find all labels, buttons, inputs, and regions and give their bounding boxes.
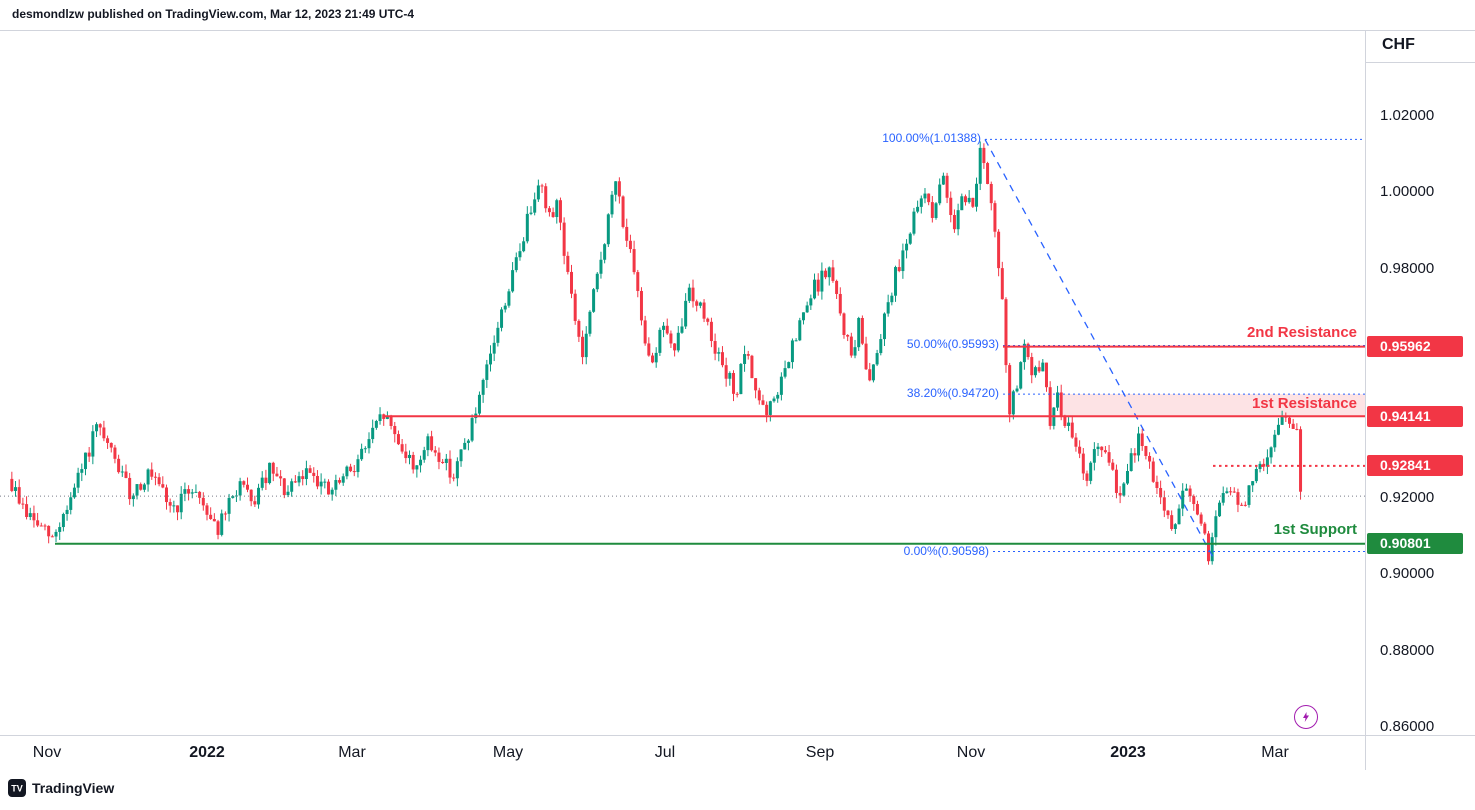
attribution-text: desmondlzw published on TradingView.com,…: [12, 7, 415, 21]
time-axis-border: [0, 735, 1475, 736]
price-axis-label: 1.02000: [1380, 107, 1435, 124]
time-axis-label: Sep: [805, 744, 835, 761]
price-level-badge: 0.92841: [1367, 455, 1463, 477]
svg-text:TV: TV: [11, 784, 23, 794]
price-axis-label: 0.86000: [1380, 718, 1435, 736]
tradingview-logo-text: TradingView: [32, 780, 115, 796]
price-axis-label: 0.88000: [1380, 641, 1435, 659]
flash-icon[interactable]: [1294, 705, 1318, 729]
price-level-badge: 0.95962: [1367, 336, 1463, 358]
price-axis-border: [1365, 30, 1366, 770]
tradingview-logo[interactable]: TV TradingView: [8, 779, 114, 797]
time-axis-label: 2023: [1110, 744, 1146, 761]
time-axis-label: 2022: [189, 744, 225, 761]
price-axis-label: 0.98000: [1380, 259, 1435, 277]
tradingview-logo-icon: TV: [8, 779, 26, 797]
price-axis-label: 1.00000: [1380, 183, 1435, 201]
price-level-badge: 0.94141: [1367, 405, 1463, 427]
time-axis-label: Jul: [654, 744, 676, 761]
plot-top-border: [0, 30, 1475, 31]
time-axis-label: Mar: [338, 744, 366, 761]
currency-separator: [1365, 62, 1475, 63]
lightning-bolt-icon: [1303, 712, 1309, 722]
time-axis-label: May: [492, 744, 524, 761]
time-axis-label: Nov: [32, 744, 62, 761]
time-axis[interactable]: Nov 2022 Mar May Jul Sep Nov 2023 Mar: [0, 736, 1475, 778]
time-axis-label: Nov: [956, 744, 986, 761]
price-level-badge: 0.90801: [1367, 533, 1463, 555]
currency-label: CHF: [1382, 36, 1415, 53]
price-axis-label: 0.90000: [1380, 565, 1435, 583]
price-axis-label: 0.92000: [1380, 489, 1435, 506]
price-axis[interactable]: CHF 1.02000 1.00000 0.98000 0.92000 0.90000 0…: [1366, 0, 1475, 810]
candlestick-chart-canvas[interactable]: [0, 30, 1365, 735]
time-axis-label: Mar: [1261, 744, 1289, 761]
